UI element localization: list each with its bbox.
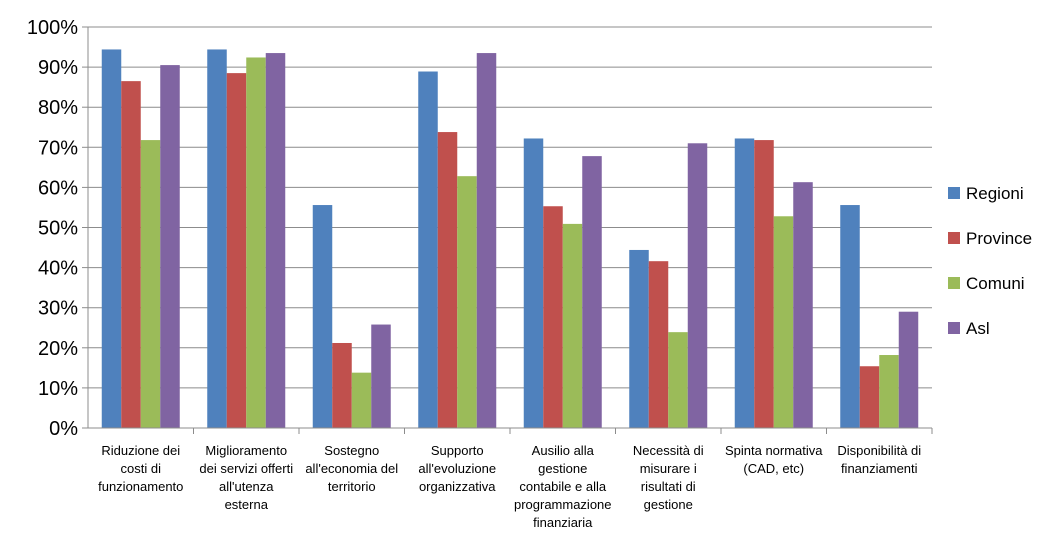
bar-regioni-8: [840, 205, 860, 428]
bar-asl-7: [793, 182, 813, 428]
bar-asl-5: [582, 156, 602, 428]
bar-province-8: [859, 366, 880, 428]
y-tick-label: 10%: [38, 378, 78, 400]
bar-regioni-3: [312, 205, 333, 428]
bar-comuni-2: [246, 57, 266, 428]
bar-comuni-8: [879, 355, 899, 428]
bar-regioni-4: [418, 71, 438, 429]
legend-swatch-regioni: [948, 187, 960, 199]
x-tick-label: Miglioramento dei servizi offerti all'uten…: [199, 443, 293, 512]
bar-comuni-7: [773, 216, 794, 428]
y-tick-label: 30%: [38, 298, 78, 320]
y-tick-label: 60%: [38, 177, 78, 199]
x-tick-label: Supporto all'evoluzione organizzativa: [418, 443, 496, 494]
x-tick-label: Ausilio alla gestione contabile e alla prog…: [514, 443, 612, 530]
bar-regioni-5: [523, 138, 544, 428]
legend-swatch-asl: [948, 322, 960, 334]
bar-regioni-1: [101, 49, 122, 429]
bar-province-7: [754, 140, 774, 428]
bar-comuni-4: [457, 176, 477, 428]
bar-asl-2: [265, 53, 286, 428]
bar-asl-6: [687, 143, 708, 429]
legend: Regioni Province Comuni Asl: [948, 184, 1032, 338]
bar-comuni-5: [562, 223, 583, 428]
legend-label-regioni: Regioni: [966, 184, 1024, 203]
legend-label-comuni: Comuni: [966, 274, 1025, 293]
bar-province-3: [332, 342, 352, 428]
x-axis-ticks: Riduzione dei costi di funzionamento Miglio…: [98, 428, 933, 530]
x-tick-label: Riduzione dei costi di funzionamento: [98, 443, 183, 494]
x-tick-label: Disponibilità di finanziamenti: [837, 443, 921, 476]
bar-asl-1: [160, 65, 180, 428]
legend-label-province: Province: [966, 229, 1032, 248]
y-axis-ticks: 0% 10% 20% 30% 40% 50% 60% 70% 80% 90% 100%: [27, 17, 88, 440]
bar-province-4: [437, 132, 458, 428]
bar-regioni-2: [207, 49, 227, 429]
bar-asl-4: [476, 53, 497, 428]
bar-province-5: [543, 206, 563, 428]
y-tick-label: 50%: [38, 218, 78, 240]
legend-swatch-comuni: [948, 277, 960, 289]
bar-comuni-6: [668, 332, 688, 428]
x-tick-label: Necessità di misurare i risultati di gestio…: [633, 443, 704, 512]
bar-regioni-6: [629, 249, 649, 428]
y-tick-label: 0%: [49, 418, 78, 440]
legend-swatch-province: [948, 232, 960, 244]
legend-label-asl: Asl: [966, 319, 990, 338]
y-tick-label: 100%: [27, 17, 78, 39]
y-tick-label: 20%: [38, 338, 78, 360]
x-tick-label: Sostegno all'economia del territorio: [305, 443, 398, 494]
bar-province-6: [648, 261, 669, 428]
x-tick-label: Spinta normativa (CAD, etc): [725, 443, 823, 476]
y-tick-label: 90%: [38, 57, 78, 79]
bar-asl-3: [371, 324, 391, 428]
bar-province-2: [226, 73, 247, 429]
bar-asl-8: [898, 311, 919, 428]
bar-comuni-1: [140, 140, 161, 428]
y-tick-label: 40%: [38, 258, 78, 280]
y-tick-label: 70%: [38, 137, 78, 159]
bar-regioni-7: [734, 138, 755, 428]
bars: [101, 49, 919, 429]
bar-comuni-3: [351, 372, 372, 428]
bar-province-1: [121, 81, 141, 428]
y-tick-label: 80%: [38, 97, 78, 119]
